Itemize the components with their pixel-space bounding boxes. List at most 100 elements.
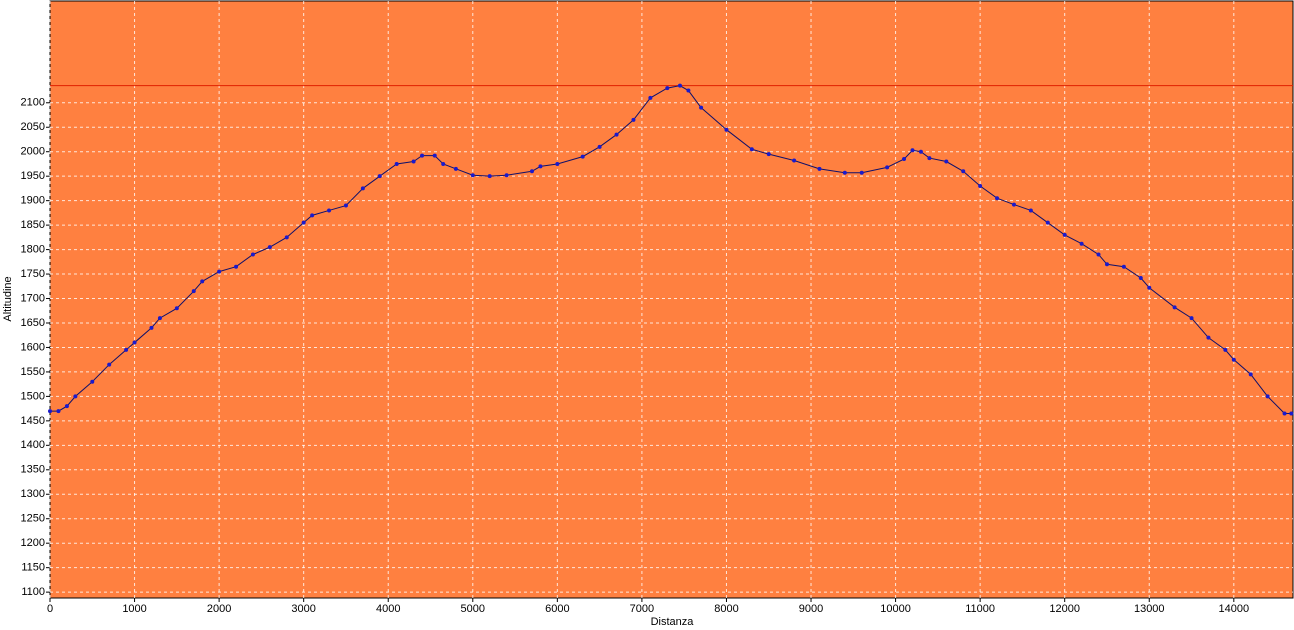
data-point (961, 169, 966, 174)
data-point (1096, 252, 1101, 257)
data-point (1045, 220, 1050, 225)
data-point (766, 152, 771, 157)
data-point (648, 95, 653, 100)
x-tick-label: 10000 (880, 603, 911, 615)
y-tick-label: 1350 (21, 464, 45, 476)
data-point (597, 144, 602, 149)
data-point (665, 86, 670, 91)
x-tick-label: 5000 (461, 603, 485, 615)
data-point (48, 409, 52, 414)
data-point (360, 186, 365, 191)
data-point (686, 88, 691, 93)
data-point (56, 409, 61, 414)
x-tick-label: 8000 (714, 603, 738, 615)
data-point (284, 235, 289, 240)
data-point (1011, 202, 1016, 207)
y-tick-label: 1100 (21, 586, 45, 598)
y-tick-label: 1500 (21, 390, 45, 402)
x-tick-label: 7000 (630, 603, 654, 615)
data-point (174, 306, 179, 311)
data-point (394, 161, 399, 166)
data-point (918, 149, 923, 154)
data-point (1231, 357, 1236, 362)
y-tick-label: 1150 (21, 562, 45, 574)
data-point (90, 379, 95, 384)
data-point (538, 164, 543, 169)
data-point (677, 83, 682, 88)
data-point (1062, 232, 1067, 237)
x-tick-label: 1000 (122, 603, 146, 615)
y-tick-label: 2100 (21, 97, 45, 109)
data-point (234, 264, 239, 269)
data-point (1079, 241, 1084, 246)
data-point (453, 166, 458, 171)
y-axis-label: Altitudine (2, 276, 14, 321)
data-point (580, 154, 585, 159)
data-point (1147, 285, 1152, 290)
y-tick-label: 1800 (21, 243, 45, 255)
x-tick-label: 14000 (1219, 603, 1250, 615)
data-point (64, 404, 69, 409)
data-point (749, 147, 754, 152)
data-point (817, 166, 822, 171)
data-point (411, 159, 416, 164)
data-point (1248, 372, 1253, 377)
y-tick-label: 1450 (21, 415, 45, 427)
x-tick-label: 9000 (799, 603, 823, 615)
data-point (149, 325, 154, 330)
data-line (50, 85, 1292, 415)
data-point (792, 158, 797, 163)
data-point (555, 161, 560, 166)
data-point (107, 362, 112, 367)
x-tick-label: 2000 (207, 603, 231, 615)
data-point (310, 213, 315, 218)
y-tick-label: 1700 (21, 292, 45, 304)
data-point (699, 105, 704, 110)
y-tick-label: 1650 (21, 317, 45, 329)
data-point (504, 173, 509, 178)
data-point (1223, 347, 1228, 352)
data-point (1172, 305, 1177, 310)
data-point (1028, 208, 1033, 213)
y-tick-label: 2000 (21, 146, 45, 158)
x-axis-label: Distanza (651, 616, 695, 628)
data-point (487, 174, 492, 179)
x-tick-label: 3000 (291, 603, 315, 615)
x-tick-label: 11000 (965, 603, 995, 615)
data-point (724, 127, 729, 132)
data-point (250, 252, 255, 257)
data-point (343, 203, 348, 208)
data-point (885, 165, 890, 170)
data-point (301, 220, 306, 225)
data-point (132, 340, 137, 345)
data-point (910, 148, 915, 153)
data-point (124, 347, 129, 352)
y-tick-label: 1200 (21, 537, 45, 549)
data-point (217, 269, 222, 274)
data-point (978, 183, 983, 188)
x-tick-label: 13000 (1134, 603, 1165, 615)
plot-area (49, 0, 1294, 599)
data-point (614, 132, 619, 137)
x-tick-label: 6000 (545, 603, 569, 615)
y-tick-label: 1600 (21, 341, 45, 353)
y-tick-label: 1950 (21, 170, 45, 182)
y-tick-label: 1900 (21, 195, 45, 207)
data-point (420, 153, 425, 158)
data-point (631, 117, 636, 122)
data-point (927, 156, 932, 161)
data-point (1189, 316, 1194, 321)
data-point (902, 157, 907, 162)
data-point (842, 170, 847, 175)
x-tick-label: 0 (47, 603, 53, 615)
data-point (1289, 411, 1294, 416)
data-point (267, 245, 272, 250)
y-tick-label: 1550 (21, 366, 45, 378)
data-point (1206, 335, 1211, 340)
y-tick-label: 2050 (21, 121, 45, 133)
data-point (470, 173, 475, 178)
x-tick-label: 12000 (1049, 603, 1080, 615)
y-tick-label: 1850 (21, 219, 45, 231)
